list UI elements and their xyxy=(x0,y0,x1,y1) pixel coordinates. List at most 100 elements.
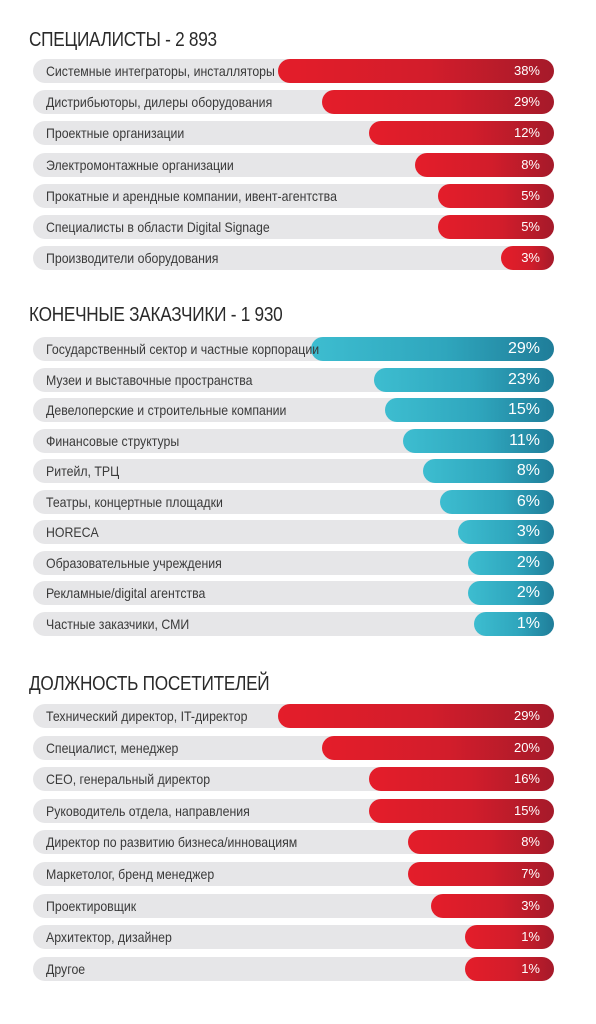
bar-track xyxy=(33,612,554,636)
bar-label: Специалисты в области Digital Signage xyxy=(46,219,270,235)
bar-value-label: 29% xyxy=(513,708,540,723)
bar-row: Проектные организации 12% xyxy=(33,121,554,145)
bar-value-label: 5% xyxy=(521,219,540,234)
bar-label: Ритейл, ТРЦ xyxy=(46,463,120,479)
bar-fill xyxy=(438,184,554,208)
bar-value-label: 29% xyxy=(513,94,540,109)
bar-row: Специалисты в области Digital Signage 5% xyxy=(33,215,554,239)
bar-value-label: 1% xyxy=(521,961,540,976)
bar-track xyxy=(33,551,554,575)
bar-label: Руководитель отдела, направления xyxy=(46,803,250,819)
bar-value-label: 1% xyxy=(516,615,540,632)
bar-fill xyxy=(408,862,554,886)
bar-label: Рекламные/digital агентства xyxy=(46,585,206,601)
bar-row: Маркетолог, бренд менеджер 7% xyxy=(33,862,554,886)
bar-fill xyxy=(440,490,554,514)
bar-fill xyxy=(431,894,554,918)
bar-label: Маркетолог, бренд менеджер xyxy=(46,866,215,882)
bar-row: Музеи и выставочные пространства 23% xyxy=(33,368,554,392)
bar-value-label: 11% xyxy=(509,432,540,449)
bar-track xyxy=(33,581,554,605)
bar-row: Производители оборудования 3% xyxy=(33,246,554,270)
bar-fill xyxy=(322,90,554,114)
bar-row: Специалист, менеджер 20% xyxy=(33,736,554,760)
bar-value-label: 8% xyxy=(516,462,540,479)
bar-row: Финансовые структуры 11% xyxy=(33,429,554,453)
bar-value-label: 6% xyxy=(516,493,540,510)
bar-label: Другое xyxy=(46,961,86,977)
bar-fill xyxy=(501,246,554,270)
bar-row: CEO, генеральный директор 16% xyxy=(33,767,554,791)
bar-label: Системные интеграторы, инсталляторы xyxy=(46,63,275,79)
bar-fill xyxy=(438,215,554,239)
bar-fill xyxy=(322,736,554,760)
bar-value-label: 23% xyxy=(507,371,540,388)
bar-label: Проектные организации xyxy=(46,125,185,141)
bar-fill xyxy=(458,520,554,544)
bar-fill xyxy=(311,337,554,361)
bar-label: Специалист, менеджер xyxy=(46,740,179,756)
bar-row: Системные интеграторы, инсталляторы 38% xyxy=(33,59,554,83)
bar-value-label: 20% xyxy=(513,740,540,755)
bar-row: Другое 1% xyxy=(33,957,554,981)
bar-row: Прокатные и арендные компании, ивент-аге… xyxy=(33,184,554,208)
bar-fill xyxy=(465,957,554,981)
bar-fill xyxy=(415,153,554,177)
bar-value-label: 16% xyxy=(513,771,540,786)
bar-value-label: 8% xyxy=(521,157,540,172)
bar-label: Технический директор, IT-директор xyxy=(46,708,248,724)
bar-value-label: 3% xyxy=(521,898,540,913)
bar-row: Девелоперские и строительные компании 15% xyxy=(33,398,554,422)
bar-value-label: 15% xyxy=(507,401,540,418)
bar-fill xyxy=(465,925,554,949)
bar-fill xyxy=(369,767,554,791)
bar-label: Частные заказчики, СМИ xyxy=(46,616,190,632)
bar-label: Директор по развитию бизнеса/инновациям xyxy=(46,834,298,850)
bar-row: Образовательные учреждения 2% xyxy=(33,551,554,575)
bar-label: Девелоперские и строительные компании xyxy=(46,402,287,418)
bar-track xyxy=(33,246,554,270)
section-title: СПЕЦИАЛИСТЫ - 2 893 xyxy=(29,29,217,51)
bar-fill xyxy=(468,551,554,575)
bar-row: Директор по развитию бизнеса/инновациям 8… xyxy=(33,830,554,854)
bar-row: Проектировщик 3% xyxy=(33,894,554,918)
bar-row: Архитектор, дизайнер 1% xyxy=(33,925,554,949)
bar-label: Проектировщик xyxy=(46,898,137,914)
bar-label: HORECA xyxy=(46,524,99,540)
bar-value-label: 38% xyxy=(513,63,540,78)
bar-fill xyxy=(403,429,554,453)
bar-value-label: 3% xyxy=(521,250,540,265)
bar-label: Образовательные учреждения xyxy=(46,555,222,571)
bar-value-label: 7% xyxy=(521,866,540,881)
bar-label: Государственный сектор и частные корпора… xyxy=(46,341,320,357)
bar-label: Производители оборудования xyxy=(46,250,219,266)
bar-fill xyxy=(423,459,554,483)
bar-row: Театры, концертные площадки 6% xyxy=(33,490,554,514)
section-title: ДОЛЖНОСТЬ ПОСЕТИТЕЛЕЙ xyxy=(29,673,270,695)
bar-value-label: 1% xyxy=(521,929,540,944)
bar-label: Театры, концертные площадки xyxy=(46,494,223,510)
bar-label: Финансовые структуры xyxy=(46,433,180,449)
bar-value-label: 29% xyxy=(507,340,540,357)
bar-fill xyxy=(374,368,554,392)
bar-row: HORECA 3% xyxy=(33,520,554,544)
bar-fill xyxy=(369,121,554,145)
bar-label: Электромонтажные организации xyxy=(46,157,234,173)
bar-value-label: 5% xyxy=(521,188,540,203)
bar-label: Дистрибьюторы, дилеры оборудования xyxy=(46,94,273,110)
bar-fill xyxy=(385,398,554,422)
bar-fill xyxy=(278,59,554,83)
bar-row: Технический директор, IT-директор 29% xyxy=(33,704,554,728)
bar-label: Архитектор, дизайнер xyxy=(46,929,172,945)
bar-label: CEO, генеральный директор xyxy=(46,771,211,787)
bar-label: Прокатные и арендные компании, ивент-аге… xyxy=(46,188,337,204)
bar-value-label: 8% xyxy=(521,834,540,849)
bar-fill xyxy=(278,704,554,728)
bar-fill xyxy=(468,581,554,605)
bar-value-label: 12% xyxy=(513,125,540,140)
bar-fill xyxy=(474,612,554,636)
bar-value-label: 3% xyxy=(516,523,540,540)
section-title: КОНЕЧНЫЕ ЗАКАЗЧИКИ - 1 930 xyxy=(29,304,283,326)
bar-row: Дистрибьюторы, дилеры оборудования 29% xyxy=(33,90,554,114)
bar-value-label: 15% xyxy=(513,803,540,818)
